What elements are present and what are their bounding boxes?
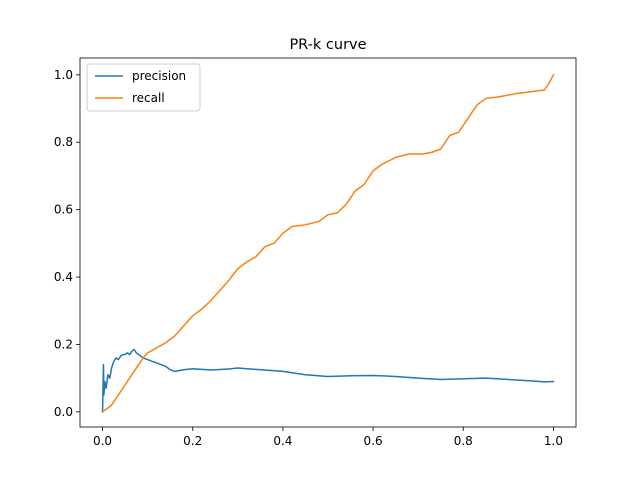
y-tick-label: 0.4 [54, 270, 73, 284]
legend-label-precision: precision [132, 69, 186, 83]
y-tick-label: 0.6 [54, 203, 73, 217]
plot-frame [79, 57, 577, 428]
x-tick-label: 0.0 [93, 434, 112, 448]
y-tick-label: 0.2 [54, 337, 73, 351]
x-tick-label: 0.2 [183, 434, 202, 448]
x-tick-label: 0.6 [364, 434, 383, 448]
x-tick-label: 1.0 [544, 434, 563, 448]
recall-line [101, 73, 555, 413]
y-tick-label: 1.0 [54, 68, 73, 82]
legend-label-recall: recall [132, 91, 165, 105]
x-tick-label: 0.4 [273, 434, 292, 448]
x-axis-ticks: 0.0 0.2 0.4 0.6 0.8 1.0 [93, 427, 563, 448]
y-axis-ticks: 0.0 0.2 0.4 0.6 0.8 1.0 [54, 68, 80, 419]
x-tick-label: 0.8 [454, 434, 473, 448]
chart-title: PR-k curve [289, 37, 366, 53]
legend: precision recall [86, 63, 201, 112]
precision-line [101, 348, 555, 413]
y-tick-label: 0.0 [54, 405, 73, 419]
plot-lines [101, 73, 555, 413]
y-tick-label: 0.8 [54, 135, 73, 149]
